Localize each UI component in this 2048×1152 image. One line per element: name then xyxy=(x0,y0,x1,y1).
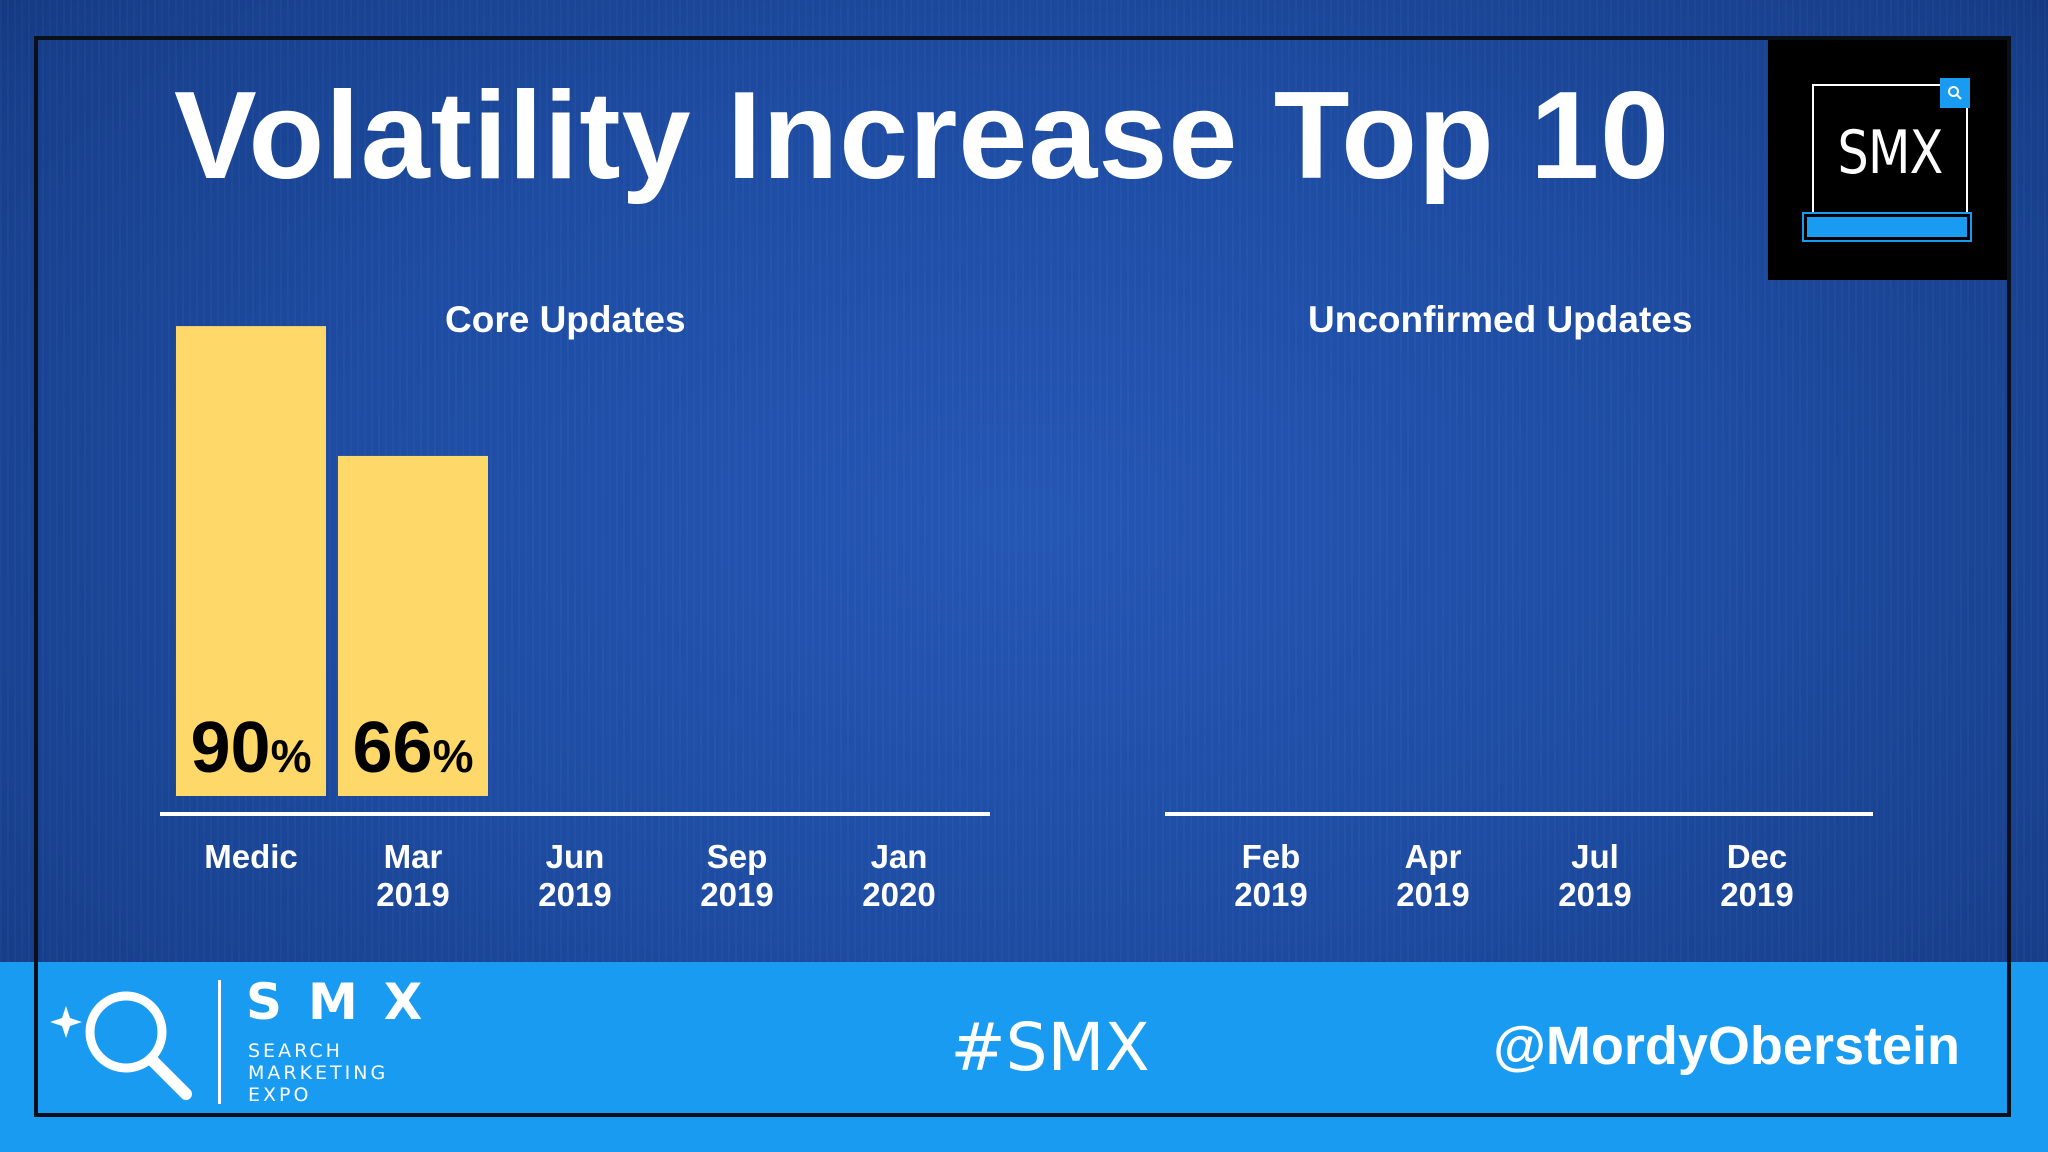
footer-bar xyxy=(0,962,2048,1152)
search-icon xyxy=(1940,78,1970,108)
bar xyxy=(338,455,488,796)
badge-bar xyxy=(1802,212,1972,242)
core-updates-chart-title: Core Updates xyxy=(445,299,686,340)
badge-text: SMX xyxy=(1837,118,1944,188)
x-tick-label: Apr 2019 xyxy=(1396,838,1470,913)
magnifier-sparkle-icon xyxy=(44,972,204,1102)
x-tick-label: Jul 2019 xyxy=(1558,838,1632,913)
footer-logo-name: SMX xyxy=(246,973,449,1031)
footer-twitter-handle: @MordyOberstein xyxy=(1493,1016,1960,1076)
x-tick-label: Jan 2020 xyxy=(862,838,936,913)
unconfirmed-updates-chart-title: Unconfirmed Updates xyxy=(1308,299,1693,340)
smx-badge-logo: SMX xyxy=(1768,38,2008,280)
x-tick-label: Jun 2019 xyxy=(538,838,612,913)
bar-value-label: 90% xyxy=(191,708,312,788)
slide-title: Volatility Increase Top 10 xyxy=(174,67,1671,205)
x-tick-label: Sep 2019 xyxy=(700,838,774,913)
x-tick-label: Mar 2019 xyxy=(376,838,450,913)
charts-canvas: 90% 66% xyxy=(160,326,1873,816)
x-tick-label: Medic xyxy=(204,838,298,875)
x-tick-label: Dec 2019 xyxy=(1720,838,1794,913)
bar xyxy=(176,326,326,796)
x-tick-label: Feb 2019 xyxy=(1234,838,1308,913)
footer-hashtag: #SMX xyxy=(950,1009,1150,1086)
logo-divider xyxy=(218,980,221,1104)
footer-logo-tagline: SEARCH MARKETING EXPO xyxy=(248,1040,389,1106)
bar-value-label: 66% xyxy=(353,708,474,788)
footer-bottom-border xyxy=(34,1113,2011,1117)
